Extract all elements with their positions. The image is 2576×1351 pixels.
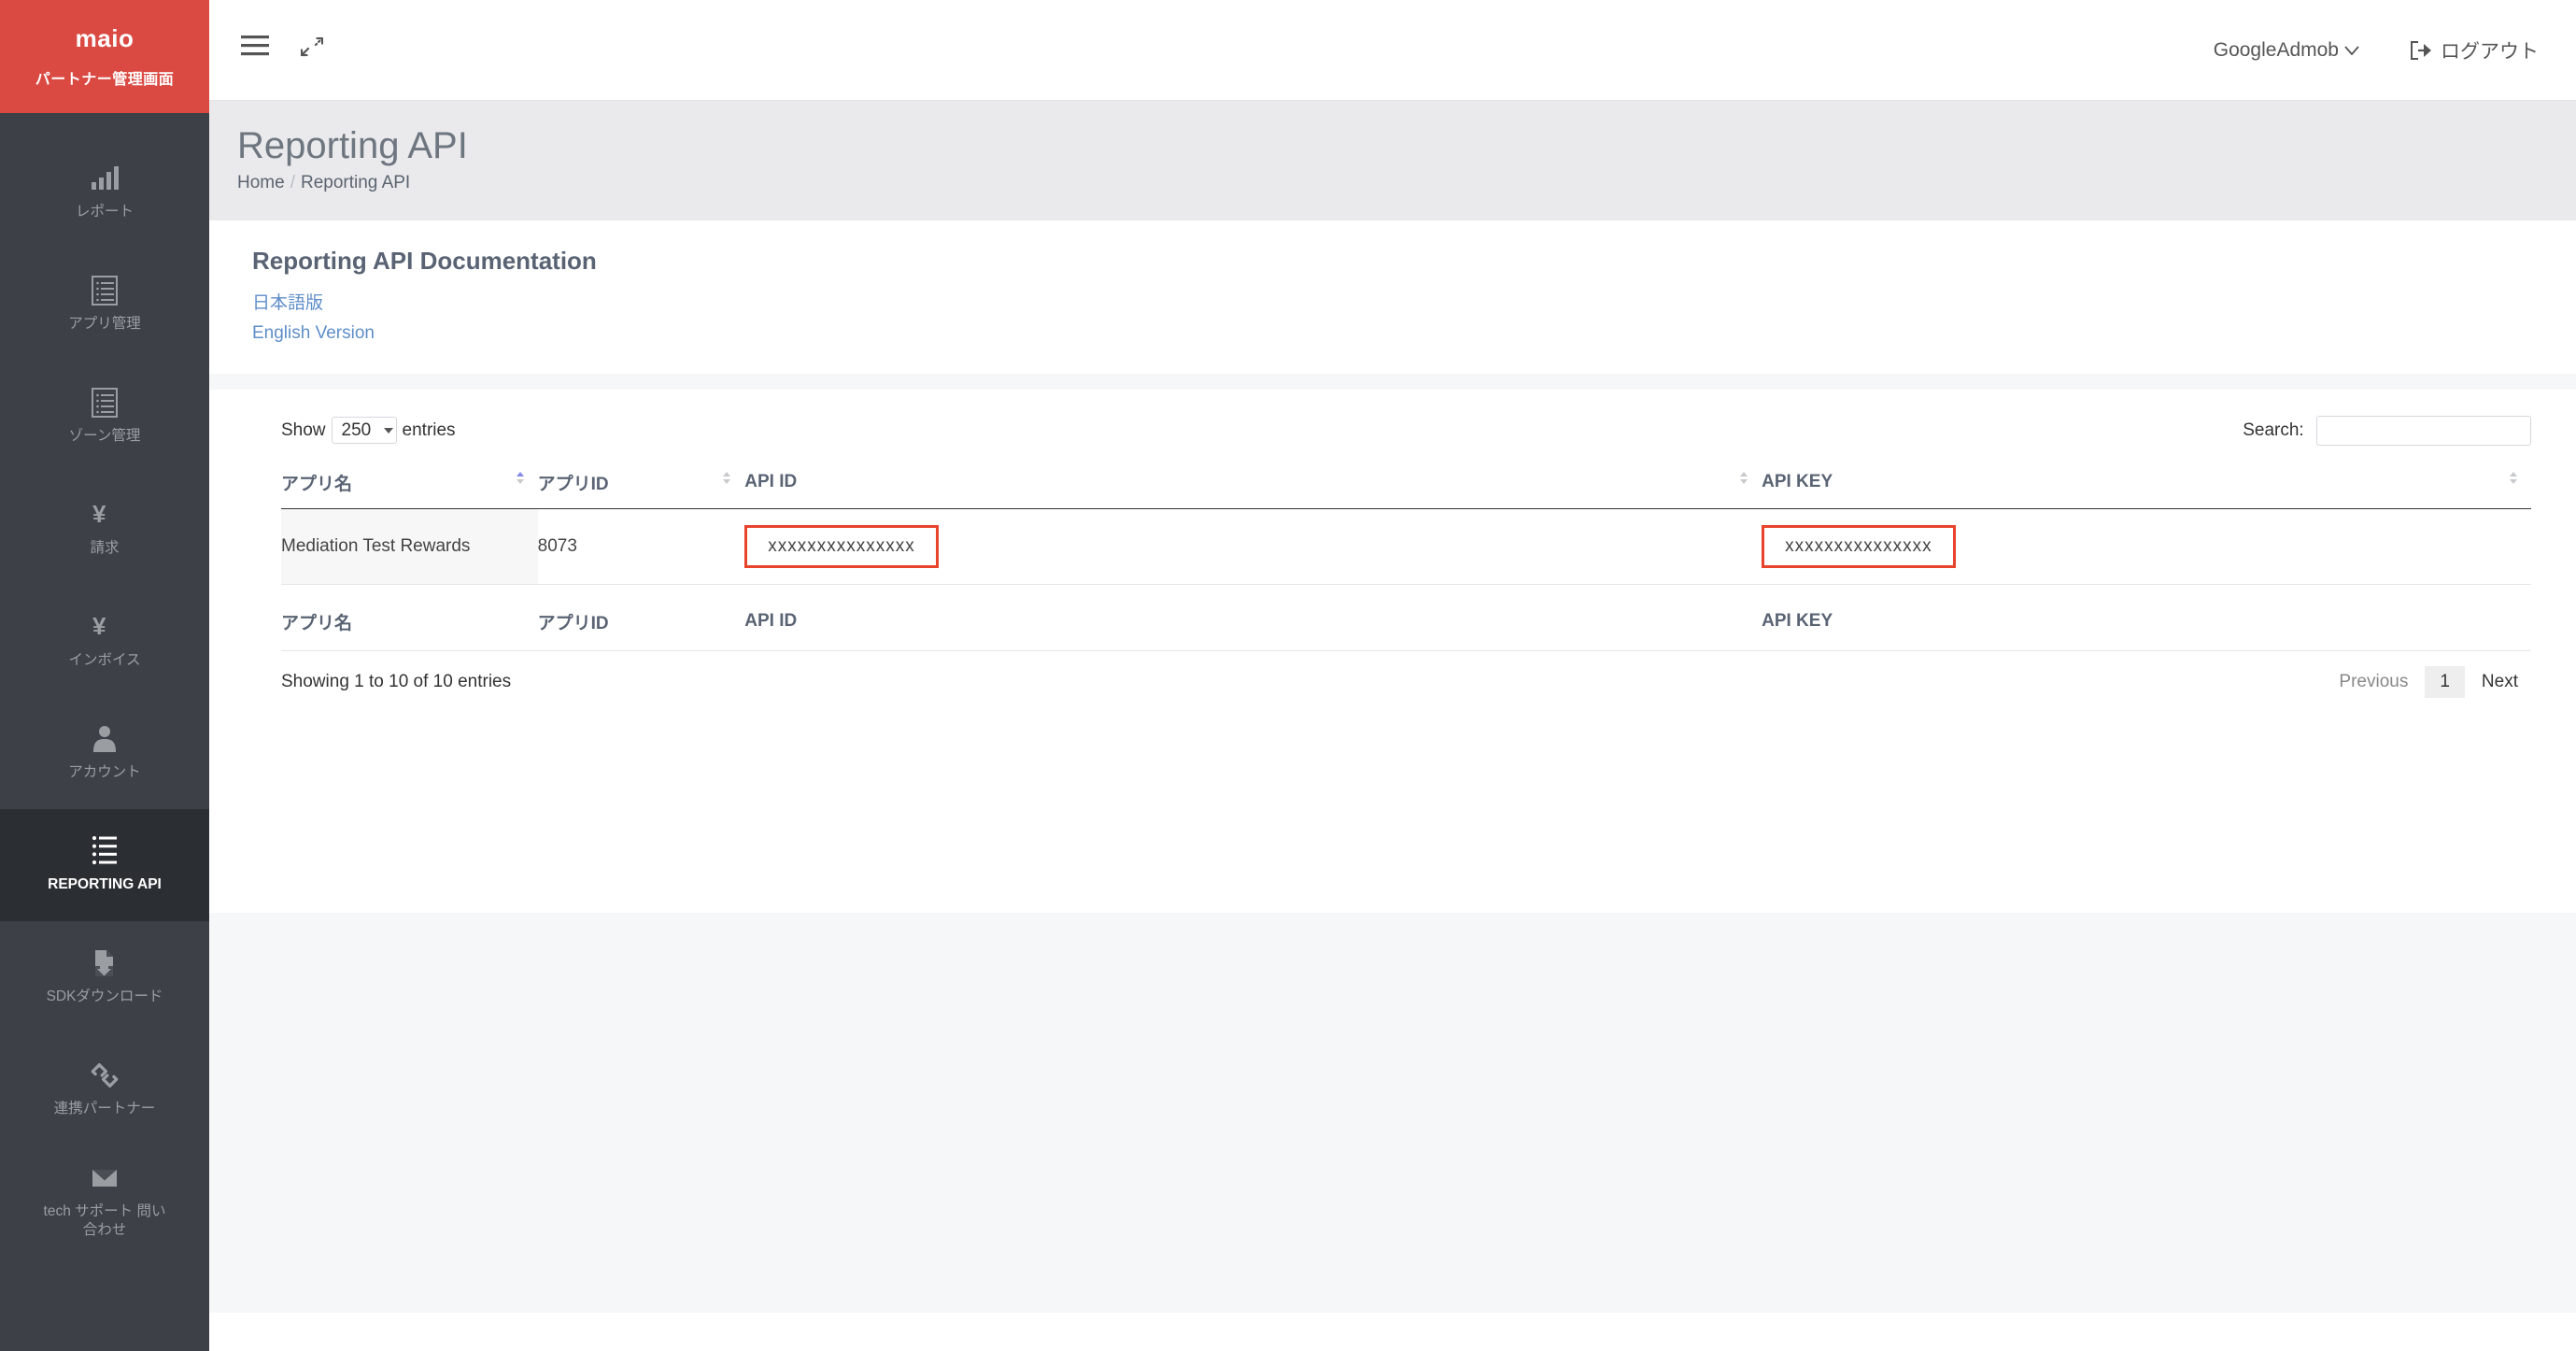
svg-text:¥: ¥	[92, 501, 106, 528]
svg-text:¥: ¥	[92, 613, 106, 640]
